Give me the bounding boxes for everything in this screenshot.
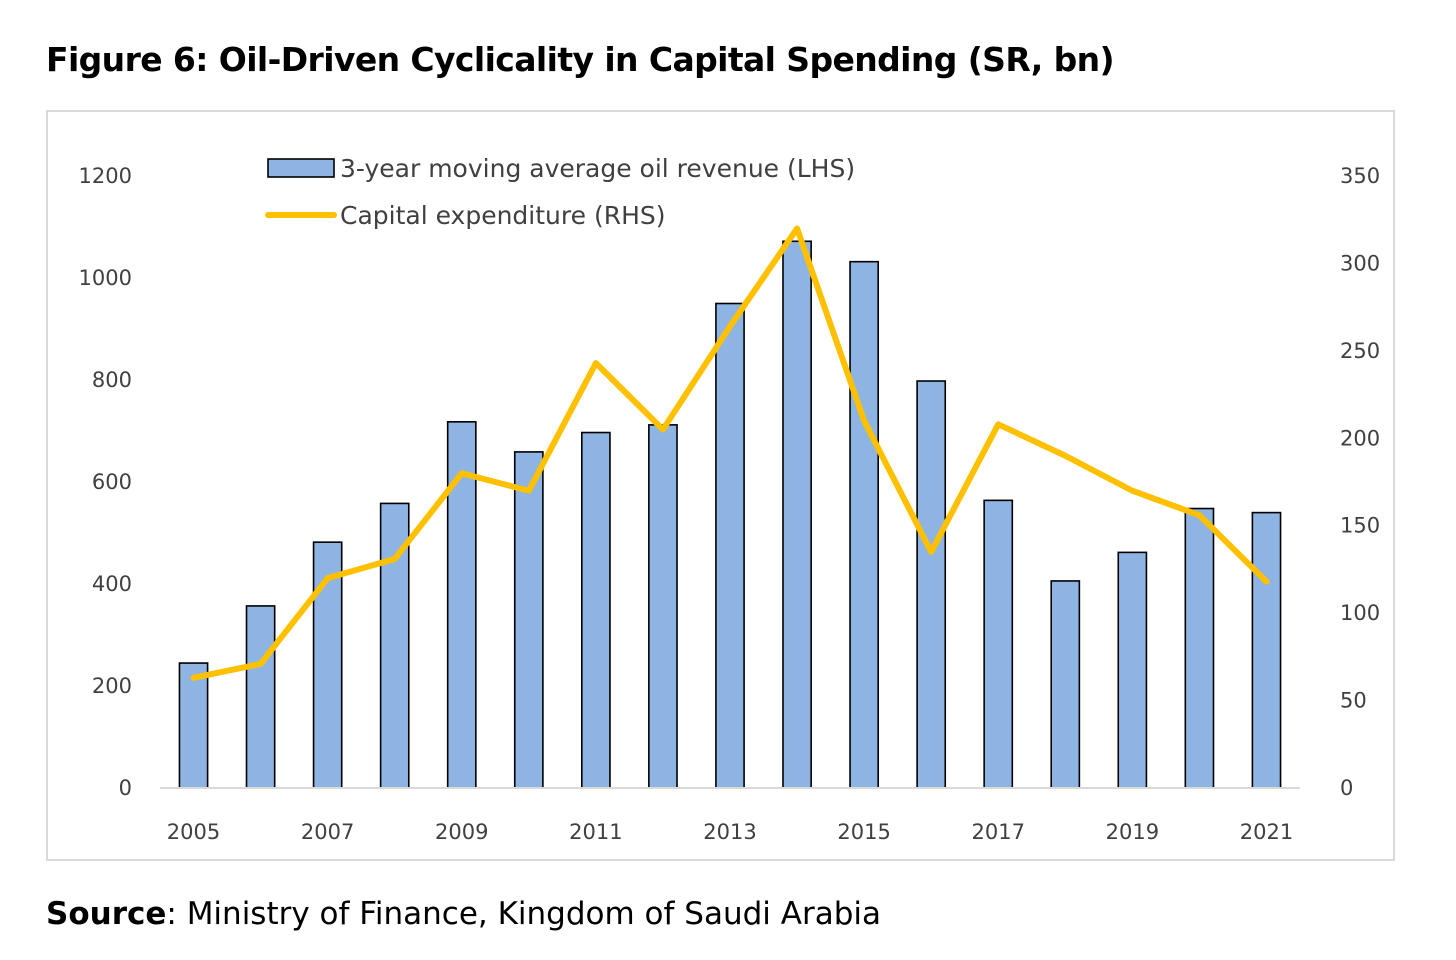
y-right-tick-label: 0 bbox=[1340, 776, 1353, 800]
ticks-layer: 0 200 400 600 800 1000 1200 0 50 100 150 200 250 300 3… bbox=[79, 164, 1381, 844]
bar-2021 bbox=[1251, 511, 1282, 789]
y-right-tick-label: 50 bbox=[1340, 689, 1367, 713]
bar-2005 bbox=[178, 662, 209, 789]
x-tick-label: 2015 bbox=[837, 820, 890, 844]
source-note: Source: Ministry of Finance, Kingdom of … bbox=[46, 896, 881, 932]
y-right-tick-label: 100 bbox=[1340, 601, 1380, 625]
y-left-tick-label: 800 bbox=[92, 368, 132, 392]
bar-2010 bbox=[513, 451, 544, 789]
y-left-tick-label: 600 bbox=[92, 470, 132, 494]
source-label: Source bbox=[46, 896, 167, 932]
bar-2015 bbox=[849, 260, 879, 789]
x-tick-label: 2011 bbox=[569, 820, 622, 844]
bar-2018 bbox=[1050, 580, 1081, 789]
y-left-tick-label: 1200 bbox=[79, 164, 132, 188]
y-right-tick-label: 150 bbox=[1340, 514, 1380, 538]
chart-frame: 0 200 400 600 800 1000 1200 0 50 100 150 200 250 300 3… bbox=[46, 110, 1395, 861]
bar-2006 bbox=[245, 605, 276, 789]
bar-2012 bbox=[648, 424, 678, 789]
chart: 0 200 400 600 800 1000 1200 0 50 100 150 200 250 300 3… bbox=[79, 154, 1381, 844]
bar-2011 bbox=[580, 431, 611, 789]
y-left-tick-label: 1000 bbox=[79, 266, 132, 290]
bar-2020 bbox=[1184, 507, 1215, 789]
legend-label-line: Capital expenditure (RHS) bbox=[340, 201, 666, 230]
bar-2014 bbox=[782, 240, 812, 789]
x-tick-label: 2013 bbox=[703, 820, 756, 844]
x-tick-label: 2021 bbox=[1240, 820, 1293, 844]
x-tick-label: 2007 bbox=[301, 820, 354, 844]
y-right-tick-label: 250 bbox=[1340, 339, 1380, 363]
legend-label-bars: 3-year moving average oil revenue (LHS) bbox=[340, 154, 855, 183]
y-left-tick-label: 200 bbox=[92, 674, 132, 698]
x-tick-label: 2009 bbox=[435, 820, 488, 844]
line-layer bbox=[190, 225, 1270, 681]
x-tick-label: 2017 bbox=[972, 820, 1025, 844]
bar-2016 bbox=[916, 380, 947, 789]
y-right-tick-label: 350 bbox=[1340, 164, 1380, 188]
bar-2013 bbox=[715, 302, 745, 789]
legend: 3-year moving average oil revenue (LHS) C… bbox=[265, 154, 855, 230]
bar-2017 bbox=[983, 499, 1014, 789]
x-tick-label: 2019 bbox=[1106, 820, 1159, 844]
figure-title: Figure 6: Oil-Driven Cyclicality in Capi… bbox=[46, 40, 1115, 79]
y-left-tick-label: 400 bbox=[92, 572, 132, 596]
legend-swatch-bars bbox=[267, 158, 335, 178]
y-left-tick-label: 0 bbox=[119, 776, 132, 800]
y-right-tick-label: 200 bbox=[1340, 426, 1380, 450]
y-right-tick-label: 300 bbox=[1340, 251, 1380, 275]
source-text: : Ministry of Finance, Kingdom of Saudi … bbox=[166, 896, 881, 932]
bar-2019 bbox=[1117, 551, 1148, 789]
x-tick-label: 2005 bbox=[167, 820, 220, 844]
